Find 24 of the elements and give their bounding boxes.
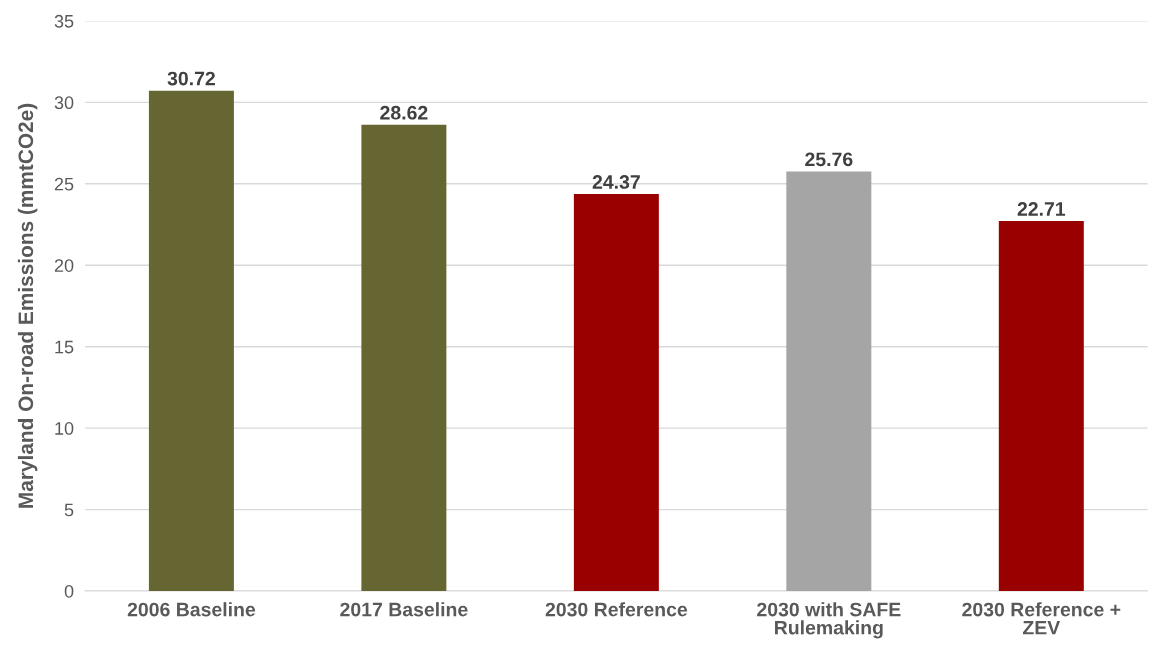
y-tick-label: 5 bbox=[64, 503, 74, 517]
y-tick-label: 0 bbox=[64, 584, 74, 598]
y-tick-label: 30 bbox=[54, 96, 74, 110]
bar bbox=[998, 221, 1084, 592]
data-label: 30.72 bbox=[167, 71, 215, 86]
x-tick-label: 2006 Baseline bbox=[127, 602, 256, 617]
x-tick-label: 2030 with SAFE Rulemaking bbox=[757, 602, 901, 639]
data-label: 24.37 bbox=[592, 175, 640, 189]
data-label: 25.76 bbox=[805, 152, 853, 167]
x-tick-label: 2017 Baseline bbox=[340, 602, 468, 617]
x-tick-label: 2030 Reference bbox=[545, 602, 688, 617]
y-tick-label: 15 bbox=[55, 340, 74, 354]
bar bbox=[148, 90, 234, 592]
y-tick-label: 35 bbox=[54, 14, 74, 28]
x-tick-label: 2030 Reference + ZEV bbox=[962, 602, 1121, 635]
data-label: 28.62 bbox=[380, 105, 428, 120]
y-axis-title: Maryland On-road Emissions (mmtCO2e) bbox=[17, 103, 38, 508]
bar bbox=[361, 124, 447, 592]
y-tick-label: 10 bbox=[55, 422, 74, 435]
y-tick-label: 20 bbox=[54, 259, 74, 272]
data-label: 22.71 bbox=[1017, 202, 1066, 216]
bar bbox=[573, 194, 659, 592]
bar bbox=[786, 171, 872, 592]
y-tick-label: 25 bbox=[54, 177, 74, 191]
